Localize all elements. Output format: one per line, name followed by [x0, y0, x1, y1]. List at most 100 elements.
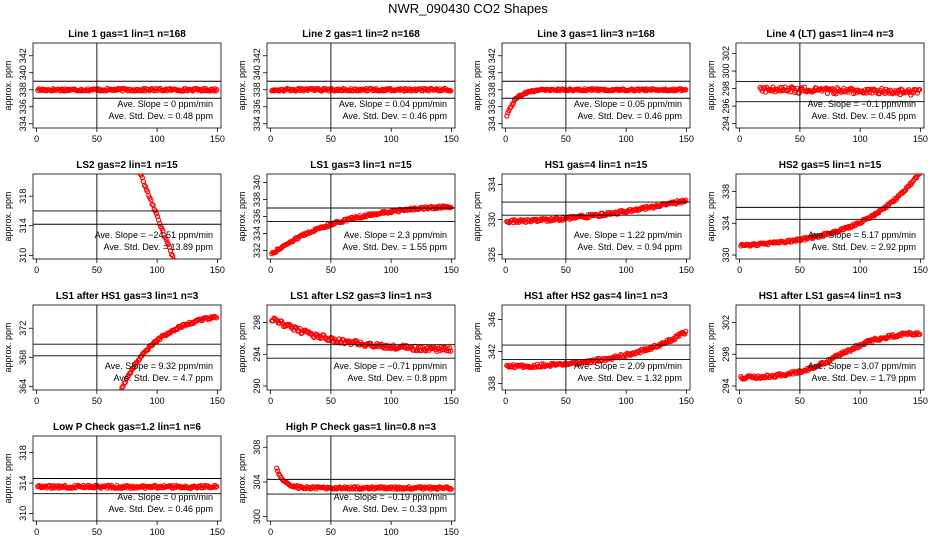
- panel-title: LS1 after LS2 gas=3 lin=1 n=3: [290, 291, 432, 302]
- y-axis-label: approx. ppm: [3, 191, 13, 241]
- series-points: [137, 174, 177, 259]
- plot-frame: [266, 435, 456, 522]
- x-tick-label: 0: [34, 527, 39, 537]
- slope-annotation: Ave. Slope = −0.1 ppm/min: [808, 99, 916, 109]
- series-points: [35, 482, 220, 491]
- x-tick-label: 0: [34, 134, 39, 144]
- std-dev-annotation: Ave. Std. Dev. = 0.94 ppm: [578, 242, 682, 252]
- std-dev-annotation: Ave. Std. Dev. = 0.33 ppm: [343, 504, 447, 514]
- y-tick-label: 338: [18, 82, 28, 97]
- data-point: [156, 484, 162, 491]
- data-point: [913, 87, 919, 93]
- x-tick-label: 0: [268, 134, 273, 144]
- y-axis-label: approx. ppm: [3, 453, 13, 503]
- data-point: [118, 388, 124, 390]
- y-tick-label: 368: [18, 350, 28, 365]
- y-tick-label: 326: [487, 247, 497, 262]
- slope-annotation: Ave. Slope = 3.07 ppm/min: [808, 361, 916, 371]
- y-tick-label: 338: [721, 184, 731, 199]
- y-tick-label: 330: [487, 212, 497, 227]
- data-point: [145, 346, 151, 353]
- y-tick-label: 332: [252, 243, 262, 258]
- panel-title: Low P Check gas=1.2 lin=1 n=6: [53, 422, 201, 433]
- x-tick-label: 0: [34, 396, 39, 406]
- chart-panel: HS1 gas=4 lin=1 n=15 approx. ppm 0 50 100 150…: [472, 160, 694, 275]
- data-point: [448, 204, 454, 211]
- data-point: [665, 88, 672, 94]
- data-point: [120, 483, 127, 489]
- panel-title: HS1 after HS2 gas=4 lin=1 n=3: [524, 291, 668, 302]
- data-point: [171, 257, 177, 259]
- data-point: [163, 236, 169, 243]
- panel-title: Line 4 (LT) gas=1 lin=4 n=3: [766, 29, 894, 40]
- data-point: [115, 85, 121, 92]
- chart-panel: Line 3 gas=1 lin=3 n=168 approx. ppm 0 50 10…: [472, 29, 694, 144]
- y-tick-label: 300: [252, 509, 262, 524]
- series-points: [269, 315, 454, 354]
- std-dev-annotation: Ave. Std. Dev. = 1.79 ppm: [812, 373, 916, 383]
- panel-title: HS2 gas=5 lin=1 n=15: [779, 160, 882, 171]
- y-tick-label: 336: [252, 99, 262, 114]
- panel-title: Line 2 gas=1 lin=2 n=168: [302, 29, 420, 40]
- y-tick-label: 342: [487, 48, 497, 63]
- x-tick-label: 150: [444, 134, 459, 144]
- x-tick-label: 150: [210, 265, 225, 275]
- data-point: [917, 174, 923, 176]
- data-point: [111, 87, 117, 94]
- panel-title: LS1 gas=3 lin=1 n=15: [310, 160, 412, 171]
- chart-panel: LS1 after HS1 gas=3 lin=1 n=3 approx. ppm…: [3, 291, 225, 406]
- plot-frame: [501, 173, 691, 260]
- y-tick-label: 338: [252, 82, 262, 97]
- x-tick-label: 50: [795, 396, 805, 406]
- y-axis-label: approx. ppm: [706, 191, 716, 241]
- std-dev-annotation: Ave. Std. Dev. = 0.48 ppm: [109, 111, 213, 121]
- y-tick-label: 294: [721, 116, 731, 131]
- panel-title: LS2 gas=2 lin=1 n=15: [76, 160, 178, 171]
- y-tick-label: 340: [252, 65, 262, 80]
- x-tick-label: 100: [384, 527, 399, 537]
- x-tick-label: 50: [92, 134, 102, 144]
- panel-title: Line 1 gas=1 lin=1 n=168: [68, 29, 186, 40]
- y-tick-label: 336: [252, 209, 262, 224]
- x-tick-label: 150: [210, 396, 225, 406]
- x-tick-label: 150: [913, 396, 928, 406]
- std-dev-annotation: Ave. Std. Dev. = 0.45 ppm: [812, 111, 916, 121]
- chart-panel: Line 1 gas=1 lin=1 n=168 approx. ppm 0 50 10…: [3, 29, 225, 144]
- data-point: [120, 383, 126, 389]
- x-tick-label: 100: [150, 134, 165, 144]
- y-tick-label: 338: [252, 192, 262, 207]
- x-tick-label: 100: [384, 265, 399, 275]
- plot-frame: [32, 173, 222, 260]
- data-point: [901, 188, 908, 194]
- panel-title: Line 3 gas=1 lin=3 n=168: [537, 29, 655, 40]
- data-point: [291, 483, 297, 489]
- std-dev-annotation: Ave. Std. Dev. = 0.46 ppm: [578, 111, 682, 121]
- x-tick-label: 0: [503, 265, 508, 275]
- data-point: [913, 175, 920, 181]
- data-point: [448, 486, 454, 492]
- y-tick-label: 298: [252, 315, 262, 330]
- slope-annotation: Ave. Slope = 9.32 ppm/min: [105, 361, 213, 371]
- slope-annotation: Ave. Slope = 5.17 ppm/min: [808, 230, 916, 240]
- data-point: [161, 232, 167, 238]
- panel-title: LS1 after HS1 gas=3 lin=1 n=3: [56, 291, 199, 302]
- chart-panel: LS2 gas=2 lin=1 n=15 approx. ppm 0 50 100 150…: [3, 160, 225, 275]
- plot-frame: [266, 304, 456, 391]
- chart-panel: Low P Check gas=1.2 lin=1 n=6 approx. ppm…: [3, 422, 225, 537]
- plot-frame: [32, 304, 222, 391]
- plot-frame: [735, 304, 925, 391]
- y-axis-label: approx. ppm: [237, 60, 247, 110]
- y-tick-label: 318: [18, 189, 28, 204]
- x-tick-label: 0: [34, 265, 39, 275]
- x-tick-label: 0: [737, 265, 742, 275]
- y-axis-label: approx. ppm: [472, 60, 482, 110]
- x-tick-label: 100: [384, 134, 399, 144]
- y-axis-label: approx. ppm: [706, 322, 716, 372]
- x-tick-label: 100: [853, 265, 868, 275]
- panel-title: HS1 after LS1 gas=4 lin=1 n=3: [759, 291, 902, 302]
- x-tick-label: 100: [150, 527, 165, 537]
- x-tick-label: 150: [679, 134, 694, 144]
- x-tick-label: 0: [268, 396, 273, 406]
- std-dev-annotation: Ave. Std. Dev. = 0.46 ppm: [109, 504, 213, 514]
- data-point: [447, 345, 453, 351]
